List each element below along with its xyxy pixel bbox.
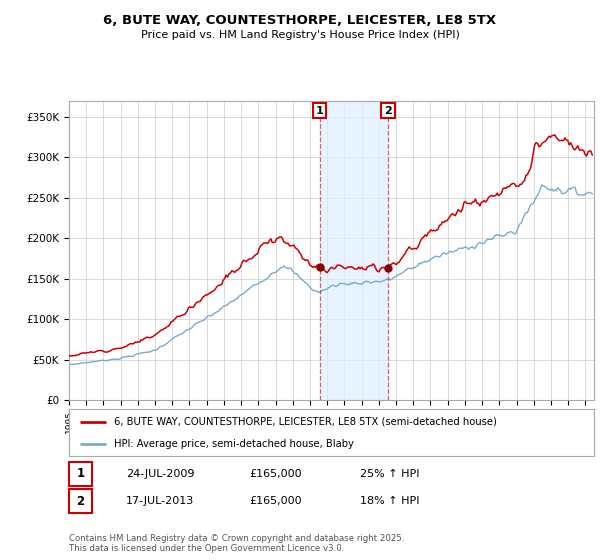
Text: 1: 1 (316, 105, 323, 115)
Text: 6, BUTE WAY, COUNTESTHORPE, LEICESTER, LE8 5TX (semi-detached house): 6, BUTE WAY, COUNTESTHORPE, LEICESTER, L… (113, 417, 497, 427)
Text: 17-JUL-2013: 17-JUL-2013 (126, 496, 194, 506)
Text: £165,000: £165,000 (249, 496, 302, 506)
Text: 1: 1 (76, 467, 85, 480)
Text: 25% ↑ HPI: 25% ↑ HPI (360, 469, 419, 479)
Text: 24-JUL-2009: 24-JUL-2009 (126, 469, 194, 479)
Text: 6, BUTE WAY, COUNTESTHORPE, LEICESTER, LE8 5TX: 6, BUTE WAY, COUNTESTHORPE, LEICESTER, L… (103, 14, 497, 27)
Text: £165,000: £165,000 (249, 469, 302, 479)
Text: 2: 2 (76, 494, 85, 508)
Text: Price paid vs. HM Land Registry's House Price Index (HPI): Price paid vs. HM Land Registry's House … (140, 30, 460, 40)
Text: HPI: Average price, semi-detached house, Blaby: HPI: Average price, semi-detached house,… (113, 438, 353, 449)
Text: 18% ↑ HPI: 18% ↑ HPI (360, 496, 419, 506)
Bar (320, 101, 388, 400)
Text: 2: 2 (384, 105, 392, 115)
Text: Contains HM Land Registry data © Crown copyright and database right 2025.
This d: Contains HM Land Registry data © Crown c… (69, 534, 404, 553)
